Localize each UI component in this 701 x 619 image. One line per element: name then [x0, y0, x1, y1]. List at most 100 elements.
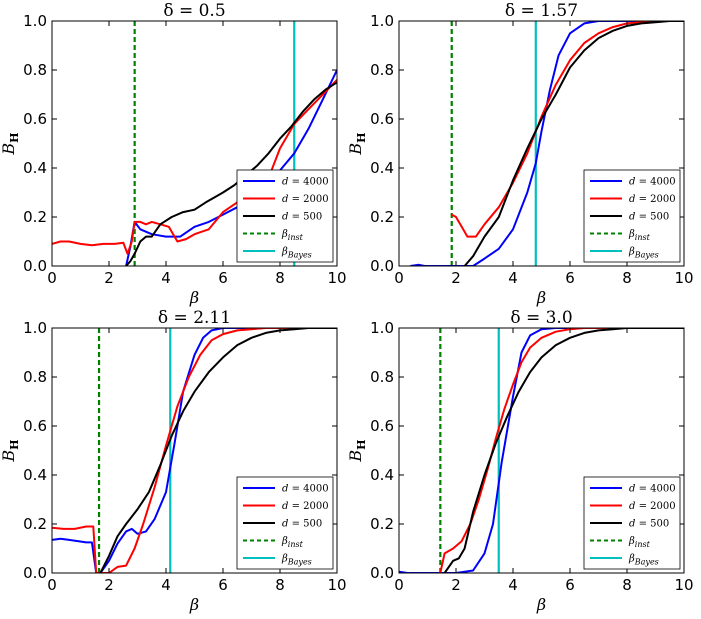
y-tick-label: 0.4 — [370, 466, 394, 484]
y-tick-label: 0.0 — [23, 257, 47, 275]
x-tick-label: 0 — [394, 576, 404, 594]
series-line-d500 — [125, 81, 337, 266]
legend-label-d4000: d = 4000 — [282, 177, 329, 188]
y-tick-label: 0.6 — [370, 417, 394, 435]
x-tick-label: 8 — [275, 576, 285, 594]
plot-frame — [398, 327, 685, 574]
x-tick-label: 4 — [508, 269, 518, 287]
legend-label-beta-bayes: βBayes — [281, 247, 312, 260]
y-tick-label: 0.2 — [370, 208, 394, 226]
legend-label-beta-inst: βinst — [628, 536, 651, 549]
y-tick-label: 0.6 — [23, 417, 47, 435]
y-tick-label: 0.4 — [23, 159, 47, 177]
legend-label-d4000: d = 4000 — [629, 484, 676, 495]
legend-label-d2000: d = 2000 — [282, 194, 329, 205]
panel-title: δ = 1.57 — [505, 1, 578, 21]
x-tick-label: 4 — [508, 576, 518, 594]
x-tick-label: 8 — [622, 576, 632, 594]
x-tick-label: 6 — [565, 576, 575, 594]
y-tick-label: 0.0 — [370, 257, 394, 275]
legend-label-d4000: d = 4000 — [629, 177, 676, 188]
x-tick-label: 0 — [394, 269, 404, 287]
x-axis-label: β — [189, 595, 199, 614]
panel-1: 0 2 4 6 8 10 0.0 0.2 0.4 0.6 0.8 1.0 δ = 0.5 β BH d = 4… — [0, 1, 347, 307]
plot-frame — [398, 20, 685, 267]
y-tick-label: 0.6 — [370, 110, 394, 128]
y-tick-label: 0.4 — [370, 159, 394, 177]
x-tick-label: 8 — [622, 269, 632, 287]
plot-frame — [51, 20, 338, 267]
legend-label-d2000: d = 2000 — [629, 194, 676, 205]
y-tick-label: 0.2 — [23, 208, 47, 226]
series-line-d4000 — [399, 328, 684, 573]
y-tick-label: 0.2 — [23, 515, 47, 533]
series-line-d500 — [99, 328, 337, 573]
panel-3: 0 2 4 6 8 10 0.0 0.2 0.4 0.6 0.8 1.0 δ = 2.11 β BH d = … — [0, 308, 347, 614]
y-axis-label: BH — [346, 132, 368, 155]
x-axis-label: β — [536, 288, 546, 307]
y-tick-label: 0.8 — [23, 368, 47, 386]
y-tick-label: 1.0 — [23, 12, 47, 30]
legend-label-d500: d = 500 — [282, 519, 322, 530]
y-tick-label: 0.8 — [370, 61, 394, 79]
y-axis-label: BH — [346, 439, 368, 462]
x-tick-label: 2 — [451, 576, 461, 594]
y-tick-label: 0.2 — [370, 515, 394, 533]
y-tick-label: 1.0 — [370, 319, 394, 337]
x-tick-label: 4 — [161, 576, 171, 594]
series-line-d4000 — [52, 328, 337, 573]
legend-label-d500: d = 500 — [629, 212, 669, 223]
x-axis-label: β — [189, 288, 199, 307]
x-tick-label: 4 — [161, 269, 171, 287]
y-tick-label: 1.0 — [370, 12, 394, 30]
x-tick-label: 10 — [327, 269, 346, 287]
x-tick-label: 2 — [104, 576, 114, 594]
legend-label-d500: d = 500 — [282, 212, 322, 223]
legend-label-beta-bayes: βBayes — [628, 247, 659, 260]
x-tick-label: 6 — [565, 269, 575, 287]
series-line-d500 — [463, 21, 684, 266]
x-tick-label: 0 — [47, 576, 57, 594]
legend-label-d2000: d = 2000 — [629, 501, 676, 512]
y-axis-label: BH — [0, 132, 21, 155]
legend: d = 4000 d = 2000 d = 500 βinst βBayes — [583, 169, 681, 263]
legend: d = 4000 d = 2000 d = 500 βinst βBayes — [236, 476, 334, 570]
legend-label-beta-inst: βinst — [281, 536, 304, 549]
x-tick-label: 10 — [674, 576, 693, 594]
legend-label-beta-inst: βinst — [628, 229, 651, 242]
x-tick-label: 2 — [451, 269, 461, 287]
legend-label-d2000: d = 2000 — [282, 501, 329, 512]
series-line-d4000 — [125, 69, 337, 266]
x-axis-label: β — [536, 595, 546, 614]
x-tick-label: 10 — [674, 269, 693, 287]
series-line-d2000 — [439, 328, 684, 573]
panel-title: δ = 0.5 — [163, 1, 225, 21]
plot-frame — [51, 327, 338, 574]
x-tick-label: 0 — [47, 269, 57, 287]
panel-title: δ = 2.11 — [158, 308, 231, 328]
legend-label-d4000: d = 4000 — [282, 484, 329, 495]
x-tick-label: 8 — [275, 269, 285, 287]
x-tick-label: 6 — [218, 269, 228, 287]
series-line-d4000 — [410, 21, 684, 266]
y-axis-label: BH — [0, 439, 21, 462]
series-line-d2000 — [451, 21, 684, 238]
legend: d = 4000 d = 2000 d = 500 βinst βBayes — [583, 476, 681, 570]
legend: d = 4000 d = 2000 d = 500 βinst βBayes — [236, 169, 334, 263]
y-tick-label: 1.0 — [23, 319, 47, 337]
panel-4: 0 2 4 6 8 10 0.0 0.2 0.4 0.6 0.8 1.0 δ = 3.0 β BH d = 4… — [346, 308, 694, 614]
panel-title: δ = 3.0 — [510, 308, 572, 328]
legend-label-beta-inst: βinst — [281, 229, 304, 242]
y-tick-label: 0.0 — [370, 564, 394, 582]
x-tick-label: 2 — [104, 269, 114, 287]
y-tick-label: 0.8 — [23, 61, 47, 79]
y-tick-label: 0.6 — [23, 110, 47, 128]
y-tick-label: 0.4 — [23, 466, 47, 484]
legend-label-beta-bayes: βBayes — [281, 554, 312, 567]
legend-label-beta-bayes: βBayes — [628, 554, 659, 567]
legend-label-d500: d = 500 — [629, 519, 669, 530]
x-tick-label: 6 — [218, 576, 228, 594]
x-tick-label: 10 — [327, 576, 346, 594]
y-tick-label: 0.0 — [23, 564, 47, 582]
